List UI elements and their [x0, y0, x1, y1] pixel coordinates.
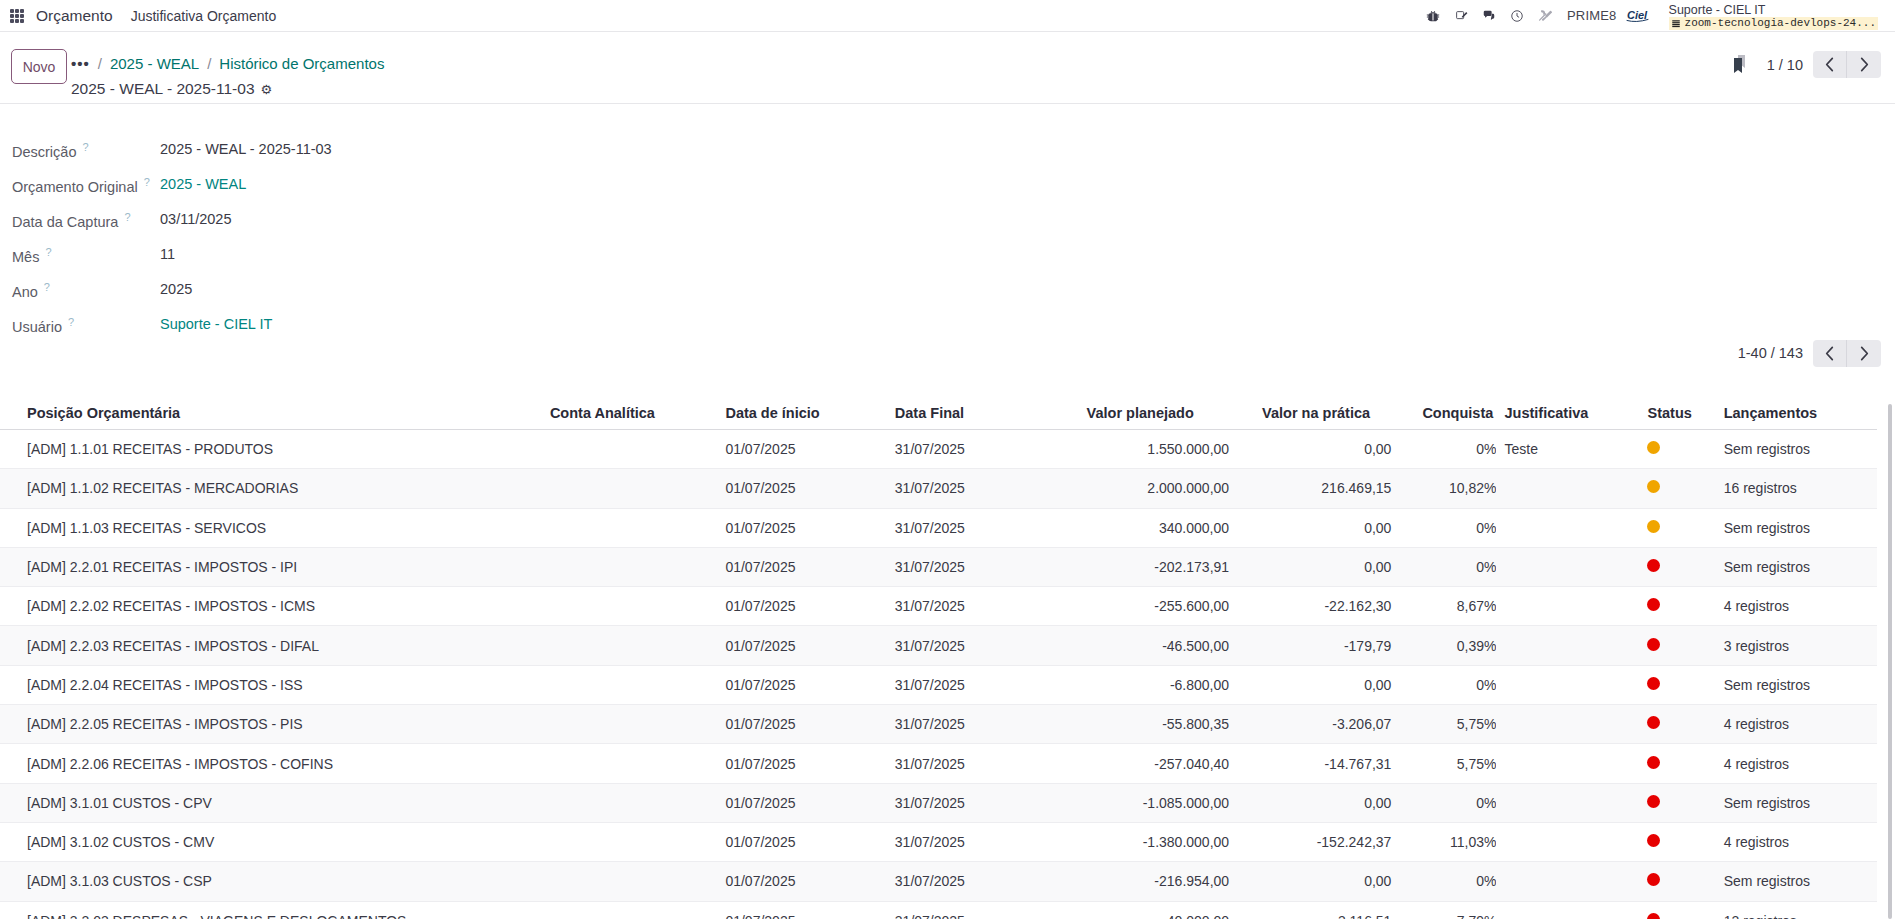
svg-text:Ciel: Ciel	[1627, 9, 1648, 21]
